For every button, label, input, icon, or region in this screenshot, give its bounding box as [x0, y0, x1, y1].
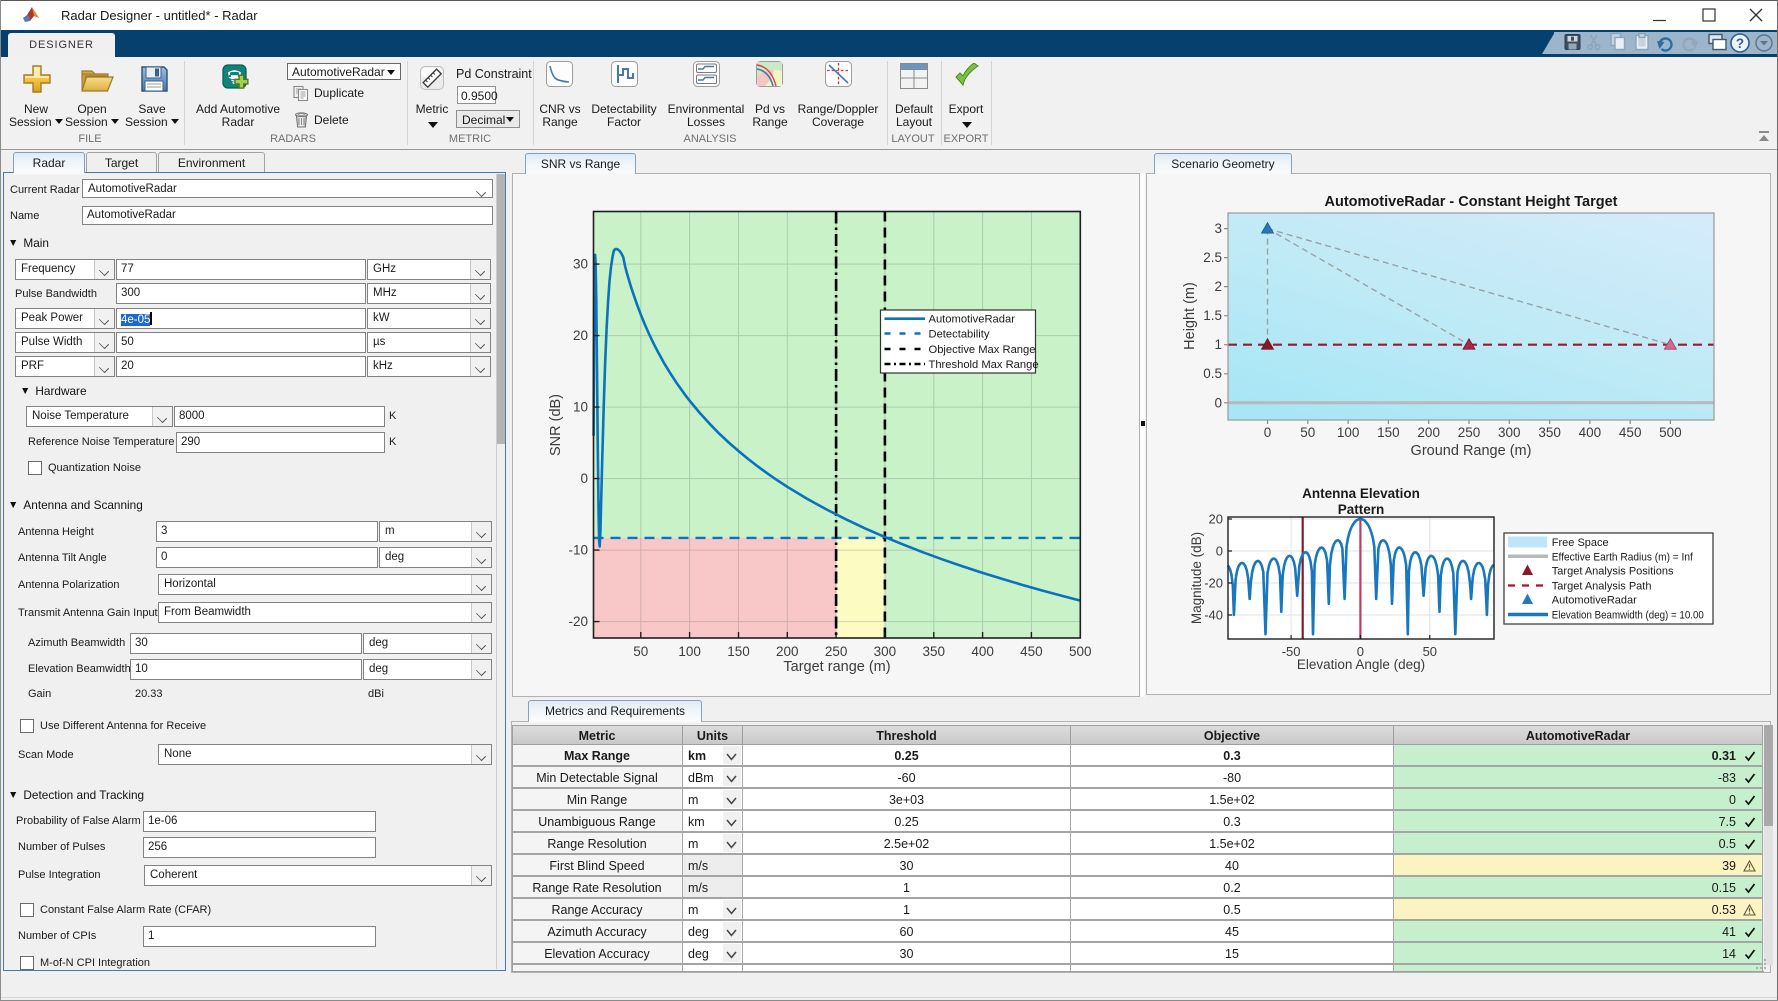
svg-text:20: 20 [573, 328, 588, 343]
svg-text:0: 0 [1216, 544, 1223, 559]
svg-text:0: 0 [580, 471, 588, 486]
svg-text:300: 300 [874, 644, 897, 659]
svg-text:2: 2 [1214, 279, 1222, 294]
svg-text:1: 1 [1214, 337, 1222, 352]
svg-text:?: ? [1736, 36, 1744, 51]
svg-text:AutomotiveRadar: AutomotiveRadar [1552, 595, 1637, 607]
svg-text:150: 150 [727, 644, 750, 659]
svg-text:100: 100 [678, 644, 701, 659]
svg-text:Ground Range (m): Ground Range (m) [1411, 443, 1532, 459]
svg-text:450: 450 [1619, 425, 1642, 440]
svg-text:250: 250 [1458, 425, 1481, 440]
svg-text:-10: -10 [568, 543, 588, 558]
svg-text:0.5: 0.5 [1203, 366, 1222, 381]
svg-text:10: 10 [573, 400, 588, 415]
svg-text:150: 150 [1377, 425, 1400, 440]
svg-text:100: 100 [1337, 425, 1360, 440]
svg-text:350: 350 [1538, 425, 1561, 440]
svg-text:350: 350 [923, 644, 946, 659]
svg-text:Target range (m): Target range (m) [783, 659, 890, 675]
svg-text:Height (m): Height (m) [1182, 282, 1198, 350]
svg-text:AutomotiveRadar - Constant Hei: AutomotiveRadar - Constant Height Target [1325, 194, 1618, 210]
svg-text:0: 0 [1214, 395, 1222, 410]
svg-text:Target Analysis Positions: Target Analysis Positions [1552, 566, 1674, 578]
svg-text:400: 400 [971, 644, 994, 659]
svg-text:Effective Earth Radius (m) = I: Effective Earth Radius (m) = Inf [1552, 551, 1694, 563]
svg-text:500: 500 [1069, 644, 1092, 659]
svg-text:20: 20 [1209, 512, 1223, 527]
svg-text:30: 30 [573, 257, 588, 272]
svg-text:Free Space: Free Space [1552, 537, 1609, 549]
svg-text:Elevation Beamwidth (deg) = 10: Elevation Beamwidth (deg) = 10.00 [1552, 610, 1704, 622]
svg-text:0: 0 [1357, 644, 1364, 659]
svg-text:200: 200 [776, 644, 799, 659]
svg-text:Threshold Max Range: Threshold Max Range [929, 359, 1039, 371]
svg-text:50: 50 [1423, 644, 1437, 659]
svg-text:400: 400 [1579, 425, 1602, 440]
svg-text:Target Analysis Path: Target Analysis Path [1552, 581, 1652, 593]
svg-text:300: 300 [1498, 425, 1521, 440]
svg-text:Objective Max Range: Objective Max Range [929, 344, 1036, 356]
svg-text:Pattern: Pattern [1338, 502, 1385, 517]
svg-text:0: 0 [1264, 425, 1272, 440]
svg-text:500: 500 [1659, 425, 1682, 440]
svg-text:1.5: 1.5 [1203, 308, 1222, 323]
svg-text:450: 450 [1020, 644, 1043, 659]
svg-text:Magnitude (dB): Magnitude (dB) [1189, 532, 1204, 624]
svg-text:AutomotiveRadar: AutomotiveRadar [929, 314, 1016, 326]
svg-text:-40: -40 [1204, 608, 1223, 623]
svg-text:Antenna Elevation: Antenna Elevation [1302, 486, 1420, 501]
svg-text:50: 50 [633, 644, 648, 659]
svg-text:-50: -50 [1282, 644, 1301, 659]
svg-text:200: 200 [1417, 425, 1440, 440]
svg-text:50: 50 [1300, 425, 1315, 440]
svg-text:Detectability: Detectability [929, 329, 990, 341]
svg-text:-20: -20 [568, 614, 588, 629]
svg-text:250: 250 [825, 644, 848, 659]
svg-text:SNR (dB): SNR (dB) [548, 394, 564, 456]
svg-text:-20: -20 [1204, 576, 1223, 591]
svg-text:Elevation Angle (deg): Elevation Angle (deg) [1297, 657, 1425, 672]
svg-text:2.5: 2.5 [1203, 250, 1222, 265]
svg-text:3: 3 [1214, 221, 1222, 236]
